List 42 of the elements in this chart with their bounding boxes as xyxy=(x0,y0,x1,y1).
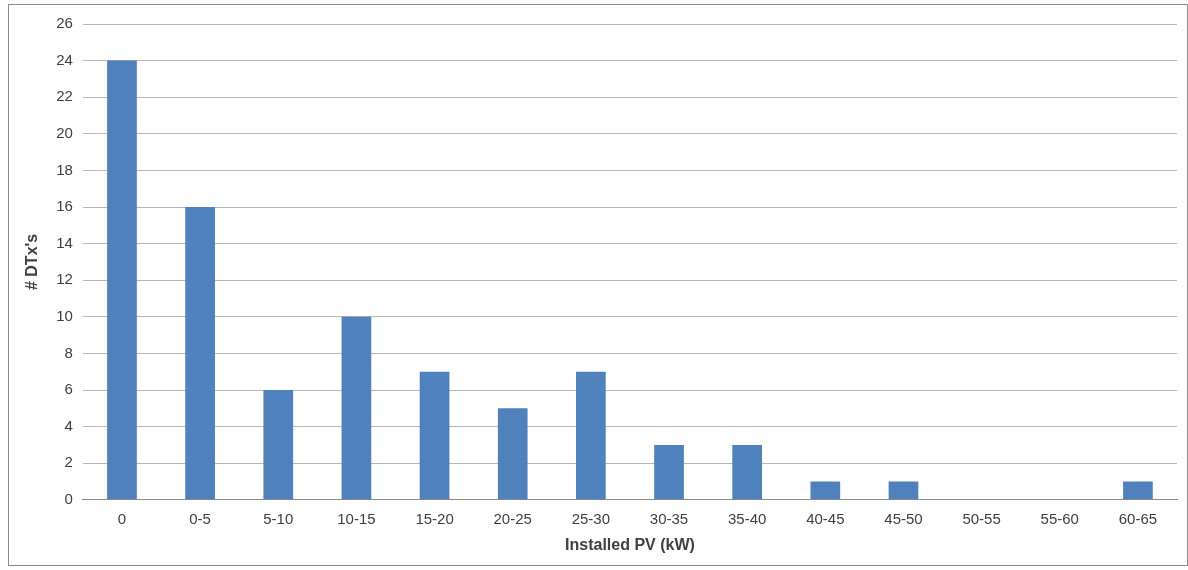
y-tick-label: 0 xyxy=(64,489,73,507)
y-tick-label: 10 xyxy=(56,306,73,324)
bar xyxy=(419,371,450,500)
x-tick-label: 10-15 xyxy=(337,509,376,527)
x-tick-label: 25-30 xyxy=(571,509,611,527)
y-tick-label: 6 xyxy=(64,380,73,398)
y-tick-label: 20 xyxy=(56,123,73,141)
bar xyxy=(576,371,606,500)
y-tick-label: 2 xyxy=(64,453,73,471)
y-tick-label: 16 xyxy=(56,197,73,215)
y-tick-label: 18 xyxy=(56,160,73,178)
x-tick-label: 0-5 xyxy=(189,509,211,527)
x-tick-label: 40-45 xyxy=(806,509,845,527)
bar xyxy=(341,316,372,500)
x-tick-label: 0 xyxy=(117,509,127,527)
x-tick-label: 20-25 xyxy=(493,509,532,527)
x-tick-label: 60-65 xyxy=(1118,509,1158,527)
x-tick-label: 55-60 xyxy=(1040,509,1079,527)
bar xyxy=(185,207,215,500)
bar xyxy=(810,481,841,500)
bar xyxy=(732,444,763,500)
y-tick-label: 22 xyxy=(56,87,73,105)
bar xyxy=(888,481,919,500)
y-tick-label: 4 xyxy=(64,416,73,434)
bar xyxy=(1123,481,1153,500)
y-axis-title: # DTx's xyxy=(23,233,41,291)
x-tick-label: 5-10 xyxy=(263,509,294,527)
x-tick-label: 50-55 xyxy=(962,509,1001,527)
y-tick-label: 26 xyxy=(56,14,73,32)
bar xyxy=(107,60,137,500)
y-tick-label: 8 xyxy=(64,343,73,361)
y-tick-label: 12 xyxy=(56,270,73,288)
x-tick-label: 15-20 xyxy=(415,509,454,527)
x-tick-label: 45-50 xyxy=(884,509,923,527)
x-axis-title: Installed PV (kW) xyxy=(565,535,695,553)
bar xyxy=(263,390,294,500)
y-tick-label: 24 xyxy=(56,50,73,68)
bar xyxy=(497,408,528,500)
x-tick-label: 35-40 xyxy=(727,509,767,527)
bar xyxy=(654,444,684,500)
x-tick-label: 30-35 xyxy=(649,509,689,527)
y-tick-label: 14 xyxy=(56,233,73,251)
